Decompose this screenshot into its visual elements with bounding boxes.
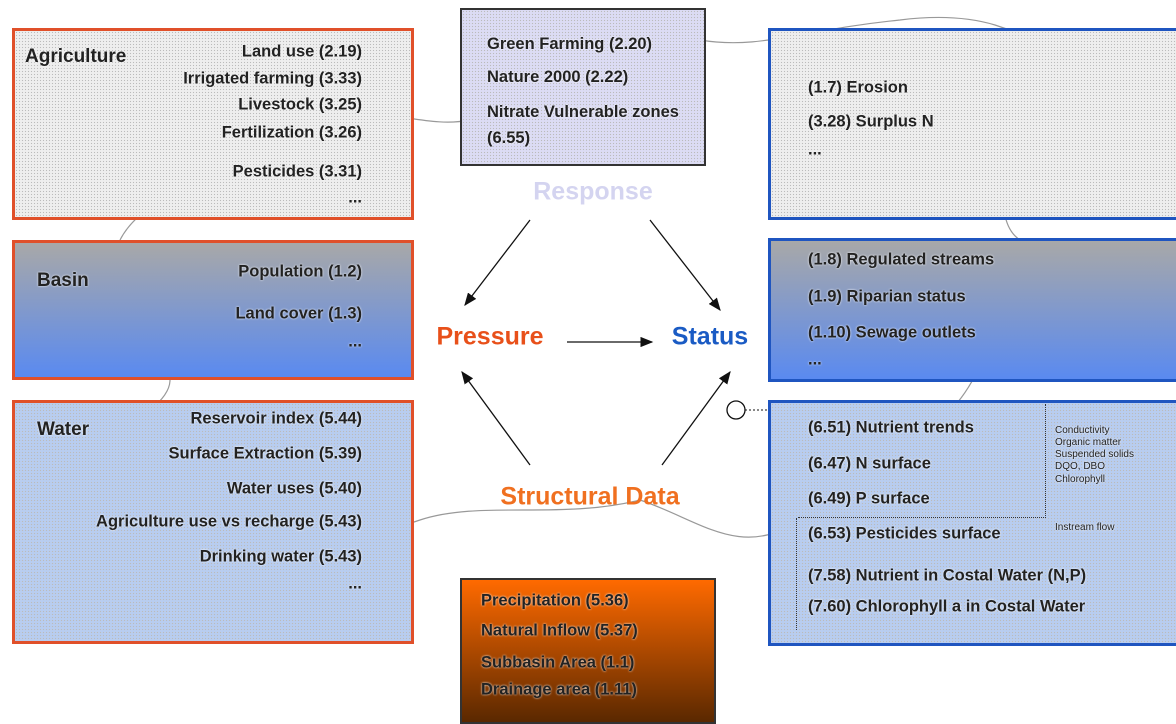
indicator: (7.60) Chlorophyll a in Costal Water <box>808 597 1086 616</box>
indicator: (6.51) Nutrient trends <box>808 418 974 437</box>
bracket <box>798 404 1046 518</box>
indicator: (1.8) Regulated streams <box>808 250 995 269</box>
arrow <box>661 370 731 466</box>
indicator: (1.10) Sewage outlets <box>808 323 976 342</box>
box-title: Water <box>37 419 90 440</box>
status-box <box>768 28 1176 220</box>
indicator: Land use (2.19) <box>241 42 362 61</box>
water-box <box>12 400 414 644</box>
indicator: ... <box>348 332 362 351</box>
connector <box>726 400 746 420</box>
indicator: Subbasin Area (1.1) <box>481 653 635 672</box>
indicator: Natural Inflow (5.37) <box>481 621 638 640</box>
structural-box <box>460 578 716 724</box>
note: Organic matter <box>1055 437 1122 448</box>
status-box <box>768 400 1176 646</box>
box-title: Basin <box>37 270 89 291</box>
indicator: Precipitation (5.36) <box>481 591 629 610</box>
indicator: Irrigated farming (3.33) <box>183 69 362 88</box>
indicator: Fertilization (3.26) <box>221 123 362 142</box>
indicator: (6.53) Pesticides surface <box>808 524 1001 543</box>
indicator: ... <box>808 140 822 159</box>
indicator: (1.7) Erosion <box>808 78 908 97</box>
indicator: (6.49) P surface <box>808 489 930 508</box>
indicator: Agriculture use vs recharge (5.43) <box>96 512 362 531</box>
indicator: Livestock (3.25) <box>238 95 362 114</box>
indicator: Population (1.2) <box>238 262 362 281</box>
bracket <box>796 518 797 630</box>
box-title: Agriculture <box>25 46 127 67</box>
agriculture-box <box>12 28 414 220</box>
indicator: Drainage area (1.11) <box>481 680 637 699</box>
structural-label: Structural Data <box>500 482 680 511</box>
note: DQO, DBO <box>1055 461 1106 472</box>
indicator: ... <box>348 188 362 207</box>
note: Suspended solids <box>1055 449 1134 460</box>
status-label: Status <box>671 322 749 351</box>
response-label: Response <box>533 177 653 206</box>
indicator: ... <box>348 574 362 593</box>
arrow <box>461 370 531 466</box>
status-box <box>768 238 1176 382</box>
basin-box <box>12 240 414 380</box>
indicator: Surface Extraction (5.39) <box>168 444 363 463</box>
indicator: (3.28) Surplus N <box>808 112 934 131</box>
indicator: ... <box>808 350 822 369</box>
note: Instream flow <box>1055 522 1115 533</box>
note: Chlorophyll <box>1055 474 1106 485</box>
note: Conductivity <box>1055 425 1110 436</box>
arrow <box>649 219 721 312</box>
arrow <box>464 219 531 307</box>
response-box <box>460 8 706 166</box>
indicator: (1.9) Riparian status <box>808 287 966 306</box>
indicator: Nitrate Vulnerable zones (6.55) <box>487 103 679 147</box>
pressure-label: Pressure <box>436 322 544 351</box>
indicator: Reservoir index (5.44) <box>190 409 363 428</box>
indicator: Pesticides (3.31) <box>232 162 362 181</box>
indicator: Land cover (1.3) <box>235 304 362 323</box>
indicator: Nature 2000 (2.22) <box>487 68 629 86</box>
indicator: (6.47) N surface <box>808 454 931 473</box>
indicator: Water uses (5.40) <box>226 479 362 498</box>
indicator: (7.58) Nutrient in Costal Water (N,P) <box>808 566 1087 585</box>
indicator: Drinking water (5.43) <box>199 547 362 566</box>
indicator: Green Farming (2.20) <box>487 35 653 53</box>
